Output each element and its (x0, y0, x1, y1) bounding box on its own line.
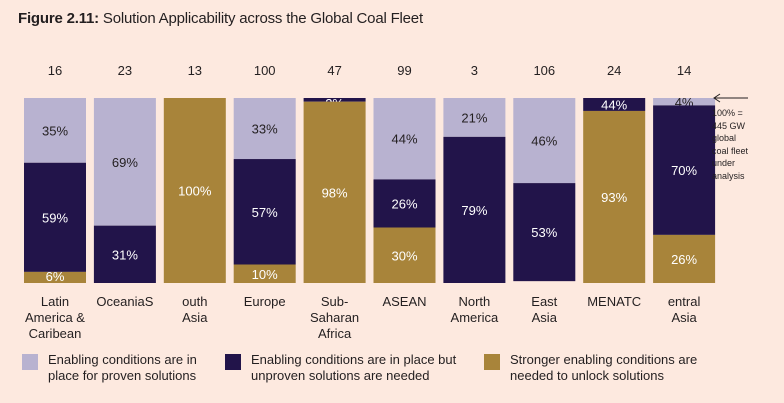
legend-item: Enabling conditions are in place for pro… (22, 352, 228, 384)
total-label: 13 (188, 63, 202, 78)
category-label: North America (450, 294, 499, 325)
category-label: OceaniaS (96, 294, 154, 309)
total-label: 100 (254, 63, 276, 78)
figure-number: Figure 2.11: (18, 10, 99, 27)
bar-segment (233, 98, 296, 160)
bar-segment (163, 98, 226, 283)
bar-segment (24, 271, 86, 283)
figure-title-text: Solution Applicability across the Global… (98, 10, 423, 27)
segment-label: 93% (601, 190, 627, 205)
segment-label: 33% (252, 122, 278, 137)
chart-title: Figure 2.11: Solution Applicability acro… (18, 10, 423, 27)
segment-label: 57% (252, 205, 278, 220)
bar-segment (443, 98, 506, 137)
legend-swatch (22, 354, 38, 370)
total-label: 106 (533, 63, 555, 78)
bar-segment (93, 98, 156, 226)
bar-segment (653, 105, 716, 235)
bar-segment (233, 264, 296, 283)
segment-label: 100% (178, 184, 212, 199)
segment-label: 21% (461, 110, 487, 125)
category-label: entral Asia (667, 294, 701, 325)
category-label: Europe (243, 294, 286, 309)
segment-label: 53% (531, 225, 557, 240)
segment-label: 98% (322, 185, 348, 200)
legend-label: Enabling conditions are in place for pro… (48, 352, 197, 383)
bar-segment (24, 162, 86, 272)
bar-segment (233, 159, 296, 265)
bar-segment (513, 98, 576, 184)
legend-swatch (484, 354, 500, 370)
bar-segment (373, 179, 436, 228)
bar-segment (583, 110, 646, 283)
total-label: 14 (677, 63, 691, 78)
bar-segment (303, 98, 366, 102)
segment-label: 10% (252, 267, 278, 282)
bar-segment (513, 183, 576, 282)
segment-label: 70% (671, 163, 697, 178)
legend-label: Enabling conditions are in place but unp… (251, 352, 457, 383)
total-label: 16 (48, 63, 62, 78)
segment-label: 69% (112, 155, 138, 170)
segment-label: 59% (42, 210, 68, 225)
category-label: Latin America & Caribean (25, 294, 85, 341)
bar-segment (583, 98, 646, 111)
total-label: 99 (397, 63, 411, 78)
total-label: 24 (607, 63, 621, 78)
legend-item: Stronger enabling conditions are needed … (484, 352, 730, 384)
category-label: Sub- Saharan Africa (310, 294, 360, 341)
scale-annotation: 100% = 445 GW global coal fleet under an… (712, 108, 749, 181)
total-label: 3 (471, 63, 478, 78)
total-label: 23 (118, 63, 132, 78)
segment-label: 6% (46, 269, 65, 284)
legend-swatch (225, 354, 241, 370)
segment-label: 44% (601, 97, 627, 112)
bar-segment (303, 101, 366, 283)
category-label: MENATC (587, 294, 642, 309)
bar-segment (443, 136, 506, 283)
legend-item: Enabling conditions are in place but unp… (225, 352, 481, 384)
total-label: 47 (327, 63, 341, 78)
segment-label: 79% (461, 203, 487, 218)
category-label: outh Asia (182, 294, 208, 325)
bar-segment (24, 98, 86, 163)
segment-label: 26% (391, 196, 417, 211)
bar-segment (653, 98, 716, 106)
bar-segment (373, 98, 436, 180)
segment-label: 35% (42, 123, 68, 138)
bar-segment (653, 234, 716, 283)
legend-label: Stronger enabling conditions are needed … (510, 352, 698, 383)
arrow-head-icon (713, 93, 721, 103)
bar-segment (373, 227, 436, 283)
segment-label: 31% (112, 247, 138, 262)
category-label: East Asia (531, 294, 558, 325)
segment-label: 26% (671, 252, 697, 267)
segment-label: 44% (391, 132, 417, 147)
segment-label: 46% (531, 134, 557, 149)
segment-label: 30% (391, 248, 417, 263)
category-label: ASEAN (382, 294, 427, 309)
bar-segment (93, 225, 156, 283)
